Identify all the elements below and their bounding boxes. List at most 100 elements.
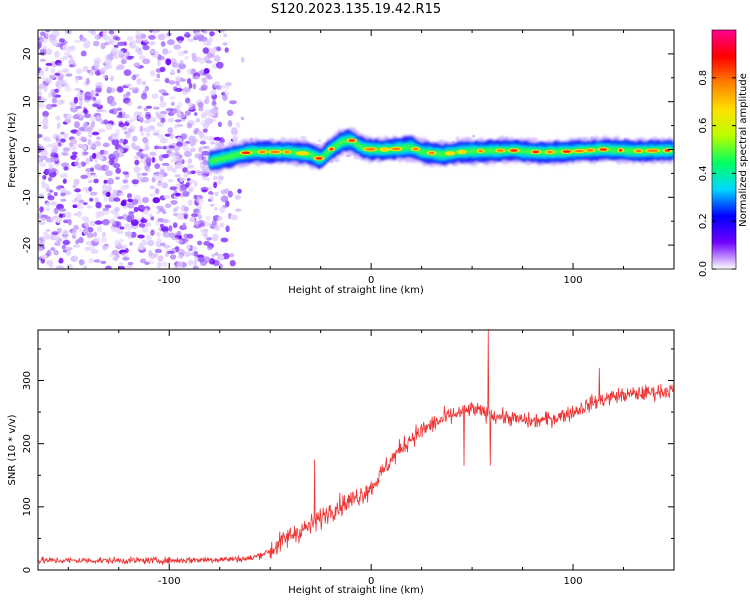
- noise-speckle: [45, 103, 53, 110]
- noise-speckle: [41, 183, 50, 189]
- noise-speckle: [133, 145, 141, 151]
- noise-speckle: [85, 157, 90, 165]
- noise-speckle: [187, 199, 193, 206]
- y-tick-label: -20: [22, 237, 33, 253]
- noise-speckle: [212, 259, 220, 267]
- noise-speckle: [218, 63, 223, 70]
- noise-speckle: [45, 78, 53, 85]
- ridge-hotspot: [348, 139, 356, 142]
- noise-speckle: [217, 216, 224, 221]
- noise-speckle: [224, 188, 230, 194]
- noise-speckle: [78, 99, 83, 107]
- noise-speckle: [65, 249, 72, 256]
- noise-speckle: [84, 95, 92, 101]
- noise-speckle: [63, 51, 71, 56]
- noise-speckle: [189, 216, 195, 223]
- noise-speckle: [212, 219, 217, 226]
- noise-speckle: [163, 244, 171, 249]
- noise-speckle: [170, 157, 178, 164]
- noise-speckle: [170, 200, 178, 205]
- noise-speckle: [148, 250, 153, 256]
- noise-speckle: [137, 33, 142, 38]
- noise-speckle: [130, 116, 137, 122]
- noise-speckle: [151, 93, 159, 99]
- noise-speckle: [155, 111, 160, 117]
- noise-speckle: [146, 132, 151, 137]
- x-tick-label: 0: [368, 576, 374, 587]
- noise-speckle: [110, 75, 114, 82]
- snr-ylabel: SNR (10 * v/v): [7, 414, 18, 485]
- noise-speckle: [45, 48, 53, 56]
- ridge-hotspot: [413, 147, 419, 151]
- noise-speckle: [142, 80, 146, 86]
- noise-speckle: [95, 115, 102, 122]
- noise-speckle: [143, 107, 148, 112]
- noise-speckle: [222, 94, 228, 101]
- noise-speckle: [63, 166, 69, 171]
- noise-speckle: [80, 174, 88, 179]
- noise-speckle: [183, 214, 188, 220]
- noise-speckle: [335, 157, 340, 163]
- noise-speckle: [176, 123, 184, 127]
- noise-speckle: [89, 220, 96, 227]
- noise-speckle: [83, 122, 88, 129]
- ridge-hotspot: [647, 149, 658, 152]
- noise-speckle: [159, 223, 164, 228]
- noise-speckle: [94, 164, 102, 170]
- noise-speckle: [184, 55, 189, 60]
- noise-speckle: [40, 97, 45, 101]
- noise-speckle: [62, 55, 69, 60]
- noise-speckle: [197, 214, 203, 220]
- noise-speckle: [168, 145, 175, 149]
- noise-speckle: [209, 203, 215, 207]
- noise-speckle: [180, 133, 188, 140]
- noise-speckle: [216, 46, 222, 52]
- noise-speckle: [75, 68, 83, 74]
- noise-speckle: [106, 95, 115, 103]
- noise-speckle: [94, 220, 103, 225]
- noise-speckle: [142, 153, 149, 158]
- noise-speckle: [38, 41, 42, 49]
- noise-speckle: [207, 245, 213, 251]
- noise-speckle: [101, 231, 106, 238]
- noise-speckle: [147, 239, 155, 247]
- noise-speckle: [91, 173, 98, 178]
- noise-speckle: [93, 178, 99, 184]
- noise-speckle: [163, 195, 171, 199]
- noise-speckle: [165, 108, 174, 112]
- noise-speckle: [39, 206, 44, 213]
- noise-speckle: [187, 38, 194, 43]
- noise-speckle: [88, 257, 94, 264]
- noise-speckle: [166, 39, 175, 46]
- noise-speckle: [160, 218, 169, 224]
- noise-speckle: [191, 213, 199, 218]
- noise-speckle: [118, 122, 126, 128]
- noise-speckle: [83, 113, 92, 119]
- noise-speckle: [149, 151, 157, 157]
- noise-speckle: [122, 256, 130, 261]
- noise-speckle: [138, 242, 144, 250]
- noise-speckle: [48, 177, 52, 182]
- noise-speckle: [205, 60, 213, 64]
- noise-speckle: [82, 202, 88, 206]
- noise-speckle: [104, 204, 112, 209]
- noise-speckle: [227, 190, 233, 198]
- noise-speckle: [179, 59, 184, 66]
- noise-speckle: [159, 169, 165, 174]
- noise-speckle: [122, 97, 131, 104]
- noise-speckle: [148, 213, 153, 218]
- noise-speckle: [117, 147, 124, 154]
- noise-speckle: [66, 113, 72, 120]
- noise-speckle: [174, 87, 183, 92]
- noise-speckle: [149, 193, 156, 198]
- noise-speckle: [40, 235, 49, 240]
- noise-speckle: [53, 207, 59, 215]
- noise-speckle: [197, 170, 202, 176]
- noise-speckle: [129, 125, 136, 132]
- noise-speckle: [156, 181, 164, 187]
- noise-speckle: [182, 191, 190, 198]
- noise-speckle: [111, 47, 119, 54]
- noise-speckle: [177, 40, 183, 44]
- colorbar-tick-label: 0.6: [698, 118, 709, 134]
- noise-speckle: [167, 127, 174, 134]
